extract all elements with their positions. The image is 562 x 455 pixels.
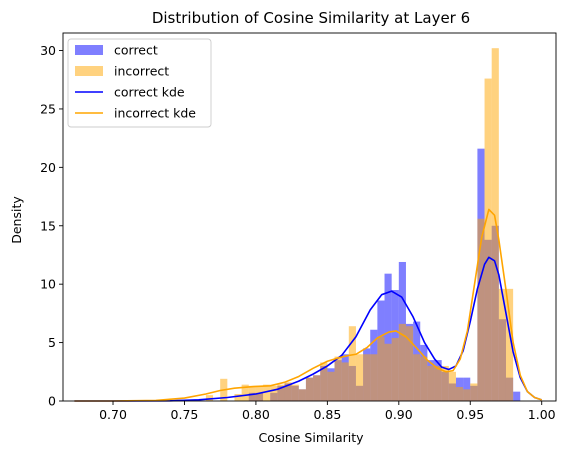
bar-incorrect-17 xyxy=(341,362,349,401)
bar-incorrect-8 xyxy=(277,384,285,401)
axes-frame xyxy=(62,32,557,402)
plot-area xyxy=(74,48,542,402)
bar-incorrect-0 xyxy=(205,395,214,401)
x-tick-label-0.70: 0.70 xyxy=(99,407,127,422)
x-tick-label-0.80: 0.80 xyxy=(242,407,270,422)
bar-incorrect-28 xyxy=(420,356,428,401)
y-tick-label-25: 25 xyxy=(40,101,56,116)
x-tick-label-0.95: 0.95 xyxy=(456,407,484,422)
bar-incorrect-21 xyxy=(370,354,378,401)
bar-incorrect-22 xyxy=(377,336,385,401)
y-tick-label-15: 15 xyxy=(40,218,56,233)
bar-incorrect-9 xyxy=(284,382,292,401)
bar-correct-19 xyxy=(384,273,392,401)
bar-incorrect-18 xyxy=(348,326,356,401)
x-tick-label-0.75: 0.75 xyxy=(171,407,199,422)
bar-incorrect-24 xyxy=(391,337,399,401)
bar-incorrect-3 xyxy=(241,384,249,401)
legend-label-correct-kde: correct kde xyxy=(114,85,185,100)
legend-swatch-incorrect xyxy=(75,66,103,76)
x-tick-label-0.85: 0.85 xyxy=(313,407,341,422)
bar-incorrect-2 xyxy=(234,393,242,401)
bar-incorrect-11 xyxy=(298,389,306,401)
y-tick-label-10: 10 xyxy=(40,277,56,292)
x-axis-label: Cosine Similarity xyxy=(258,430,364,445)
bar-incorrect-29 xyxy=(427,365,435,401)
bar-incorrect-14 xyxy=(320,362,328,401)
bar-incorrect-32 xyxy=(448,371,456,401)
bar-incorrect-38 xyxy=(491,48,499,401)
legend-label-incorrect: incorrect xyxy=(114,64,169,79)
x-tick-label-1.00: 1.00 xyxy=(528,407,556,422)
bar-incorrect-33 xyxy=(455,386,464,401)
y-tick-label-0: 0 xyxy=(48,394,56,409)
bar-correct-37 xyxy=(513,391,521,401)
y-tick-label-20: 20 xyxy=(40,160,56,175)
line-correct-kde xyxy=(74,256,542,402)
y-tick-label-30: 30 xyxy=(40,43,56,58)
bar-incorrect-7 xyxy=(270,385,278,401)
y-tick-label-5: 5 xyxy=(48,335,56,350)
bar-incorrect-27 xyxy=(413,354,421,401)
bar-incorrect-36 xyxy=(477,218,485,401)
bar-correct-30 xyxy=(463,377,471,401)
bar-incorrect-12 xyxy=(305,377,314,401)
y-axis-label: Density xyxy=(9,196,24,244)
bar-incorrect-6 xyxy=(263,384,271,401)
bar-incorrect-34 xyxy=(463,389,471,401)
bar-incorrect-37 xyxy=(484,78,492,402)
chart-title: Distribution of Cosine Similarity at Lay… xyxy=(152,9,470,27)
bar-incorrect-25 xyxy=(398,323,406,401)
bar-incorrect-20 xyxy=(363,354,371,401)
line-incorrect-kde xyxy=(74,208,542,402)
bar-incorrect-16 xyxy=(334,356,342,401)
bar-incorrect-19 xyxy=(355,354,364,401)
bar-incorrect-39 xyxy=(498,288,506,401)
bar-incorrect-26 xyxy=(405,326,414,401)
bar-incorrect-35 xyxy=(470,383,478,401)
bar-incorrect-13 xyxy=(313,375,321,401)
legend-label-correct: correct xyxy=(114,43,158,58)
legend-label-incorrect-kde: incorrect kde xyxy=(114,106,196,121)
bar-incorrect-31 xyxy=(441,365,449,401)
axes: 0.70 0.75 0.80 0.85 0.90 0.95 1.00 0 5 10 15 20 25 30 xyxy=(40,32,557,422)
bar-incorrect-4 xyxy=(248,385,256,401)
legend-swatch-correct xyxy=(75,45,103,55)
bar-incorrect-30 xyxy=(434,365,442,401)
legend: correct incorrect correct kde incorrect kde xyxy=(67,38,212,128)
bar-incorrect-15 xyxy=(327,371,335,401)
bar-incorrect-40 xyxy=(505,288,514,401)
hist-incorrect xyxy=(205,48,514,402)
legend-box xyxy=(67,38,212,128)
bar-incorrect-23 xyxy=(384,343,392,401)
x-tick-label-0.90: 0.90 xyxy=(385,407,413,422)
bar-incorrect-10 xyxy=(291,384,299,401)
